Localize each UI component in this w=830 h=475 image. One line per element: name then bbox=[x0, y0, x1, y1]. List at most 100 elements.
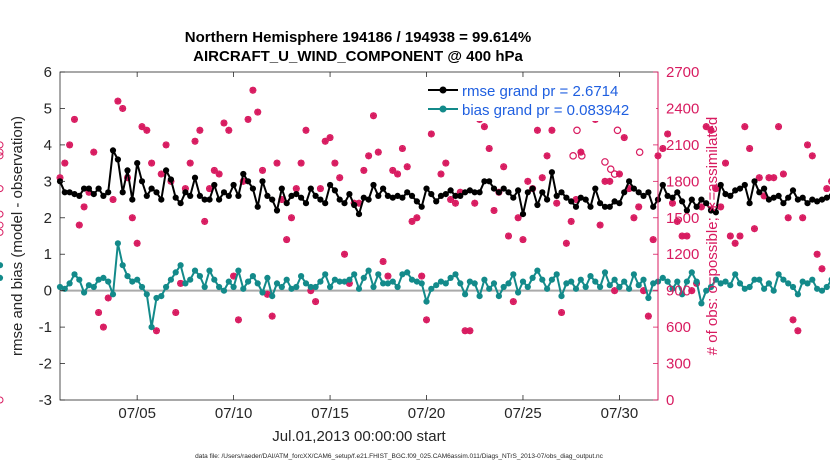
bias-point bbox=[144, 291, 150, 297]
bias-point bbox=[206, 268, 212, 274]
rmse-point bbox=[742, 182, 748, 188]
bias-point bbox=[269, 293, 275, 299]
rmse-point bbox=[669, 195, 675, 201]
rmse-point bbox=[124, 167, 130, 173]
obs-count-point bbox=[201, 218, 208, 225]
bias-point bbox=[477, 293, 483, 299]
bias-point bbox=[168, 277, 174, 283]
rmse-point bbox=[346, 191, 352, 197]
bias-point bbox=[462, 291, 468, 297]
rmse-point bbox=[448, 187, 454, 193]
bias-point bbox=[612, 277, 618, 283]
obs-count-point bbox=[799, 214, 806, 221]
obs-count-point bbox=[259, 167, 266, 174]
bias-point bbox=[597, 284, 603, 290]
bias-point bbox=[366, 268, 372, 274]
obs-count-point bbox=[549, 127, 556, 134]
obs-count-point bbox=[452, 200, 459, 207]
obs-count-point bbox=[192, 138, 199, 145]
rmse-point bbox=[284, 200, 290, 206]
rmse-point bbox=[375, 193, 381, 199]
obs-count-point bbox=[751, 225, 758, 232]
y-right-tick-label: 900 bbox=[666, 283, 691, 300]
bias-point bbox=[134, 277, 140, 283]
obs-count-point bbox=[606, 178, 613, 185]
rmse-point bbox=[689, 197, 695, 203]
rmse-point bbox=[173, 195, 179, 201]
bias-point bbox=[694, 279, 700, 285]
bias-point bbox=[110, 291, 116, 297]
rmse-point bbox=[327, 182, 333, 188]
bias-point bbox=[259, 289, 265, 295]
bias-point bbox=[747, 284, 753, 290]
bias-point bbox=[621, 279, 627, 285]
rmse-point bbox=[158, 197, 164, 203]
obs-count-point bbox=[375, 149, 382, 156]
obs-count-point bbox=[404, 163, 411, 170]
bias-point bbox=[554, 271, 560, 277]
rmse-point bbox=[621, 189, 627, 195]
bias-point bbox=[510, 271, 516, 277]
rmse-point bbox=[110, 147, 116, 153]
rmse-point bbox=[96, 186, 102, 192]
bias-point bbox=[515, 289, 521, 295]
obs-count-point bbox=[216, 171, 223, 178]
obs-count-point bbox=[442, 160, 449, 167]
obs-count-point bbox=[225, 127, 232, 134]
obs-count-point bbox=[303, 127, 310, 134]
rmse-point bbox=[332, 187, 338, 193]
y-left-tick-label: 0 bbox=[44, 283, 52, 300]
y-right-tick-label: 0 bbox=[666, 392, 674, 409]
y-left-tick-label: 5 bbox=[44, 100, 52, 117]
bias-point bbox=[187, 277, 193, 283]
rmse-point bbox=[592, 186, 598, 192]
bias-point bbox=[404, 269, 410, 275]
bias-point bbox=[202, 284, 208, 290]
obs-count-point bbox=[385, 273, 392, 280]
bias-point bbox=[544, 286, 550, 292]
obs-count-point bbox=[770, 174, 777, 181]
obs-count-point bbox=[544, 152, 551, 159]
y-right-tick-label: 2700 bbox=[666, 64, 699, 81]
bias-point bbox=[549, 277, 555, 283]
rmse-point bbox=[491, 186, 497, 192]
obs-count-point bbox=[172, 309, 179, 316]
bias-point bbox=[419, 280, 425, 286]
obs-count-point bbox=[134, 240, 141, 247]
y-right-tick-label: 1500 bbox=[666, 210, 699, 227]
bias-point bbox=[255, 280, 261, 286]
bias-point bbox=[240, 286, 246, 292]
rmse-point bbox=[76, 193, 82, 199]
y-axis-label-right: # of obs: o=possible; ∗=assimilated bbox=[704, 117, 721, 356]
rmse-point bbox=[120, 189, 126, 195]
rmse-point bbox=[245, 178, 251, 184]
obs-count-point bbox=[327, 134, 334, 141]
bias-point bbox=[592, 279, 598, 285]
y-left-tick-label: -1 bbox=[39, 319, 52, 336]
rmse-point bbox=[549, 169, 555, 175]
rmse-point bbox=[163, 167, 169, 173]
bias-point bbox=[631, 271, 637, 277]
rmse-point bbox=[192, 175, 198, 181]
rmse-point bbox=[583, 197, 589, 203]
bias-point bbox=[568, 279, 574, 285]
rmse-point bbox=[428, 191, 434, 197]
rmse-point bbox=[776, 193, 782, 199]
obs-count-point bbox=[76, 222, 83, 229]
bias-point bbox=[264, 275, 270, 281]
obs-count-point bbox=[418, 273, 425, 280]
obs-count-point bbox=[722, 160, 729, 167]
obs-count-point bbox=[524, 178, 531, 185]
rmse-point bbox=[505, 189, 511, 195]
legend-bias-marker bbox=[440, 106, 447, 113]
rmse-point bbox=[423, 186, 429, 192]
bias-point bbox=[178, 262, 184, 268]
rmse-point bbox=[785, 195, 791, 201]
plot-area bbox=[60, 72, 658, 400]
obs-count-point bbox=[823, 185, 830, 192]
obs-count-point bbox=[370, 112, 377, 119]
footer-data-file: data file: /Users/raeder/DAI/ATM_forcXX/… bbox=[195, 453, 604, 460]
rmse-point bbox=[322, 200, 328, 206]
rmse-point bbox=[650, 204, 656, 210]
bias-point bbox=[81, 289, 87, 295]
